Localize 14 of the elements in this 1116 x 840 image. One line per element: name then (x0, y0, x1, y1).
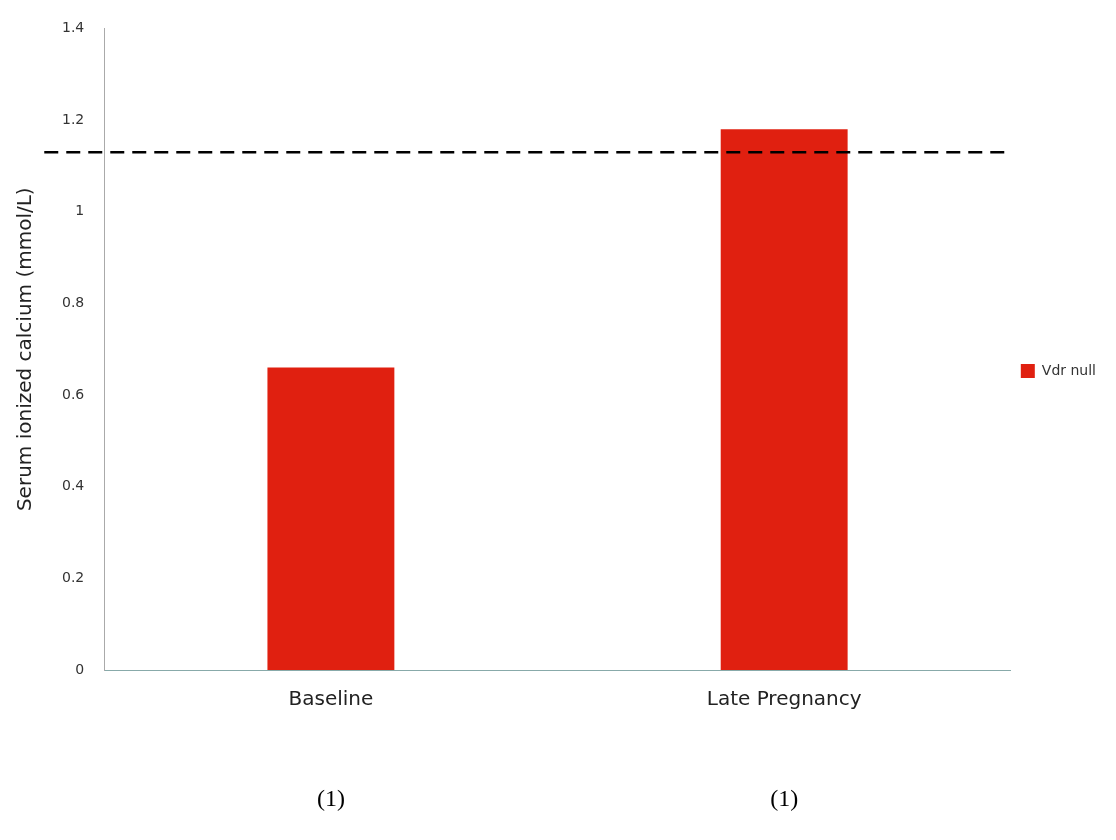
y-tick-label: 1.4 (62, 19, 85, 36)
y-tick-label: 1.2 (62, 110, 85, 127)
y-tick-label: 0.2 (62, 568, 85, 585)
x-tick-label: Baseline (288, 686, 374, 711)
legend-label: Vdr null (1041, 361, 1097, 378)
y-axis-title: Serum ionized calcium (mmol/L) (12, 187, 37, 512)
y-tick-label: 1 (75, 202, 85, 219)
y-tick-label: 0 (75, 660, 85, 677)
text: (1) (770, 785, 799, 812)
y-tick-label: 0.8 (62, 294, 85, 311)
text: (1) (316, 785, 345, 812)
x-tick-label: Late Pregnancy (706, 686, 862, 711)
y-tick-label: 0.4 (62, 477, 85, 494)
y-tick-label: 0.6 (62, 385, 85, 402)
